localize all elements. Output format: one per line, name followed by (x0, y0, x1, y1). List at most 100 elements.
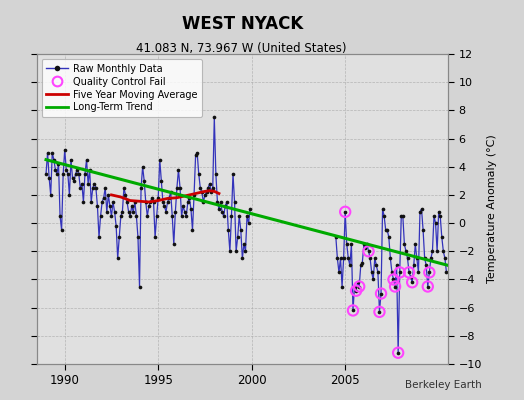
Point (338, 283, 346, 290)
Point (422, 262, 430, 268)
Point (427, 255, 435, 262)
Point (115, 234, 124, 240)
Point (104, 192, 113, 198)
Point (410, 262, 418, 268)
Point (118, 209, 127, 215)
Point (165, 194, 173, 201)
Point (405, 269, 413, 276)
Text: Berkeley Earth: Berkeley Earth (406, 380, 482, 390)
Point (170, 241, 178, 248)
Point (428, 248, 436, 254)
Point (420, 255, 429, 262)
Point (333, 255, 342, 262)
Point (438, 234, 446, 240)
Point (234, 234, 242, 240)
Point (441, 255, 449, 262)
Point (389, 276, 398, 283)
Point (391, 283, 399, 290)
Point (431, 220, 440, 226)
Point (434, 209, 443, 215)
Point (241, 248, 249, 254)
Point (156, 156, 164, 163)
Point (112, 223, 121, 229)
Point (220, 213, 228, 219)
Point (396, 269, 404, 276)
Point (210, 114, 219, 121)
Point (149, 199, 158, 205)
Point (361, 245, 369, 252)
Point (204, 185, 212, 191)
Point (358, 259, 366, 266)
Point (62, 166, 70, 173)
Point (386, 255, 395, 262)
Point (138, 164, 147, 170)
Legend: Raw Monthly Data, Quality Control Fail, Five Year Moving Average, Long-Term Tren: Raw Monthly Data, Quality Control Fail, … (41, 59, 202, 117)
Point (194, 170, 203, 177)
Point (221, 203, 230, 209)
Point (85, 166, 94, 173)
Point (124, 209, 133, 215)
Point (141, 199, 150, 205)
Point (425, 269, 433, 276)
Point (232, 248, 241, 254)
Point (73, 166, 81, 173)
Point (389, 276, 398, 283)
Point (224, 227, 233, 233)
Point (207, 189, 215, 195)
Point (82, 156, 91, 163)
Point (143, 213, 151, 219)
Point (366, 255, 374, 262)
Point (381, 227, 390, 233)
Point (42, 170, 50, 177)
Point (59, 170, 68, 177)
Point (84, 180, 92, 187)
Point (340, 255, 348, 262)
Point (90, 180, 99, 187)
Point (367, 269, 376, 276)
Point (223, 199, 231, 205)
Point (74, 170, 83, 177)
Point (70, 178, 78, 184)
Point (369, 276, 377, 283)
Point (388, 269, 396, 276)
Point (132, 213, 140, 219)
Point (346, 262, 354, 268)
Point (397, 213, 406, 219)
Text: 41.083 N, 73.967 W (United States): 41.083 N, 73.967 W (United States) (136, 42, 346, 55)
Point (343, 241, 351, 248)
Point (237, 227, 245, 233)
Point (176, 185, 184, 191)
Point (81, 170, 89, 177)
Point (100, 194, 108, 201)
Point (188, 227, 196, 233)
Point (378, 206, 387, 212)
Point (442, 269, 451, 276)
Point (190, 192, 198, 198)
Point (162, 209, 170, 215)
Point (98, 199, 106, 205)
Point (47, 192, 55, 198)
Point (364, 248, 373, 254)
Point (126, 213, 134, 219)
Point (179, 203, 187, 209)
Point (202, 189, 211, 195)
Point (436, 213, 444, 219)
Point (394, 350, 402, 356)
Point (129, 209, 137, 215)
Point (95, 234, 103, 240)
Point (54, 161, 63, 167)
Point (396, 269, 404, 276)
Point (399, 213, 407, 219)
Point (394, 350, 402, 356)
Point (355, 283, 364, 290)
Point (160, 203, 169, 209)
Point (61, 147, 69, 153)
Point (135, 283, 144, 290)
Point (375, 309, 384, 315)
Point (48, 150, 57, 156)
Point (400, 241, 409, 248)
Point (196, 185, 204, 191)
Point (356, 262, 365, 268)
Point (50, 156, 58, 163)
Point (180, 209, 189, 215)
